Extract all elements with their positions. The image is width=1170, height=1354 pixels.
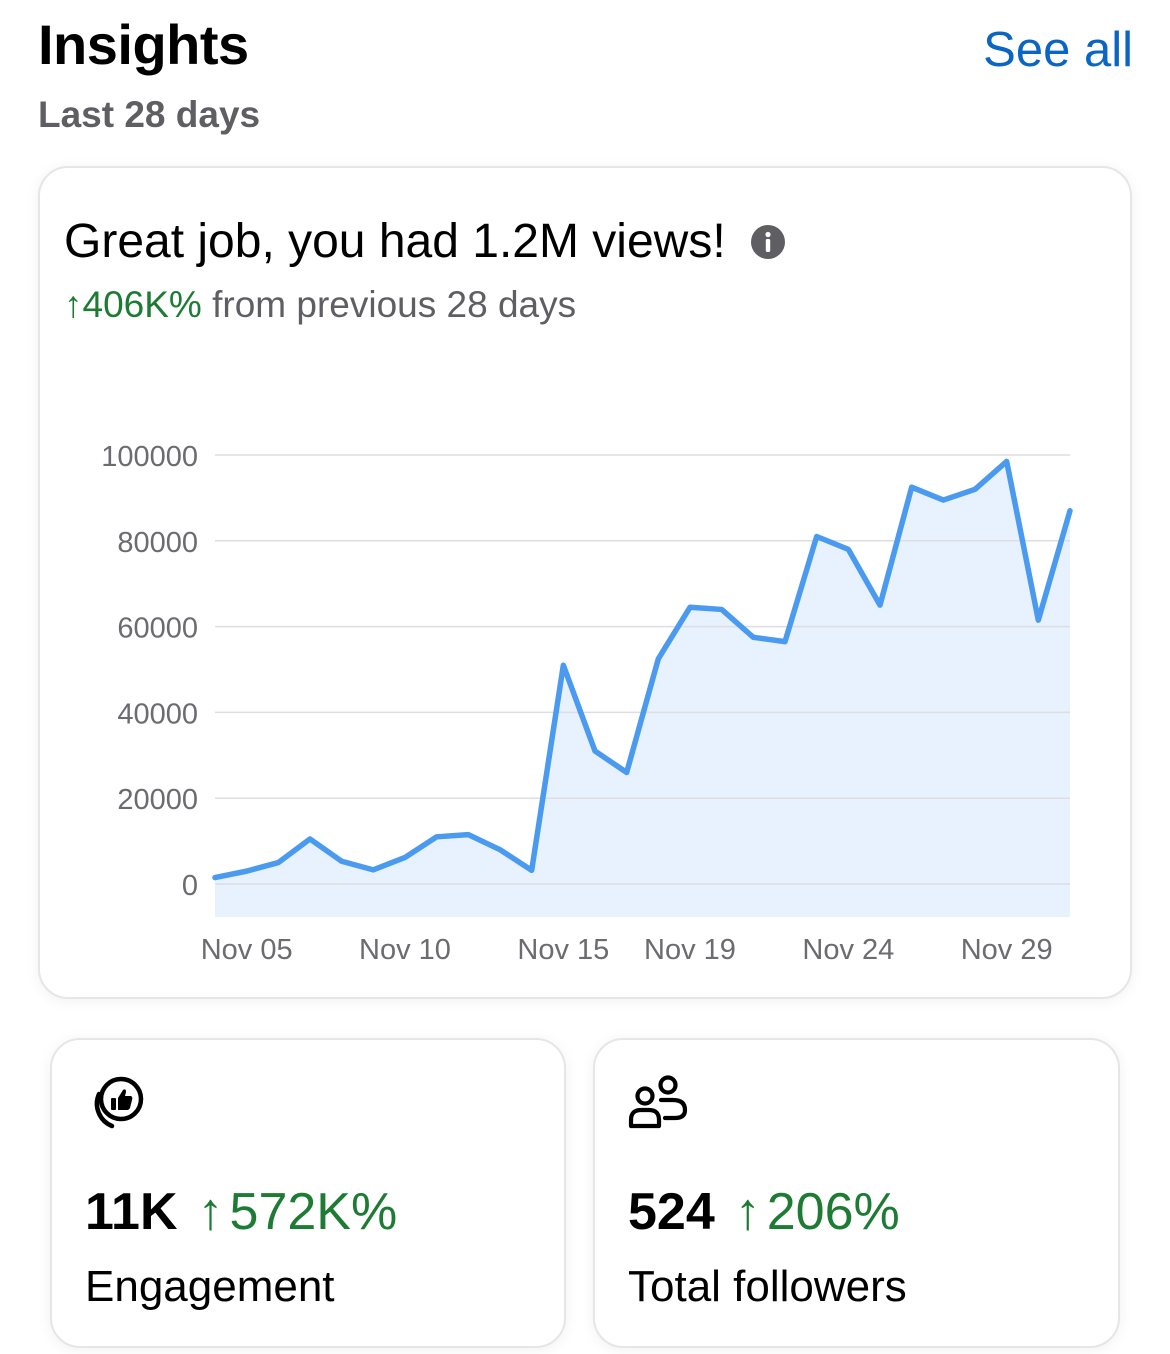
up-arrow-icon: ↑ <box>197 1183 224 1241</box>
data-point <box>751 635 756 640</box>
views-delta-suffix: from previous 28 days <box>201 284 577 325</box>
engagement-label: Engagement <box>85 1262 335 1311</box>
y-tick-label: 80000 <box>117 527 198 559</box>
data-point <box>624 770 629 775</box>
data-point <box>244 868 249 874</box>
data-point <box>529 868 534 873</box>
data-point <box>719 607 724 612</box>
y-tick-label: 100000 <box>101 441 198 473</box>
data-point <box>402 855 408 860</box>
chart-area-fill <box>215 461 1070 917</box>
series-line <box>212 458 1073 881</box>
views-headline: Great job, you had 1.2M views! <box>64 214 786 269</box>
followers-value: 524 <box>628 1183 715 1241</box>
y-tick-label: 0 <box>182 870 198 902</box>
data-point <box>434 834 439 840</box>
followers-stat: 524 ↑ 206% <box>628 1182 900 1242</box>
followers-delta: ↑ 206% <box>735 1182 900 1242</box>
views-card[interactable]: Great job, you had 1.2M views! ↑406K% fr… <box>38 166 1132 999</box>
x-tick-label: Nov 10 <box>359 934 451 966</box>
data-point <box>909 484 914 490</box>
x-tick-label: Nov 05 <box>201 934 293 966</box>
x-tick-label: Nov 15 <box>517 934 609 966</box>
data-point <box>782 639 788 644</box>
up-arrow-icon: ↑ <box>734 1183 761 1241</box>
followers-people-icon <box>628 1075 688 1129</box>
data-point <box>1036 617 1041 623</box>
data-point <box>497 847 503 852</box>
data-point <box>339 859 344 864</box>
engagement-value: 11K <box>85 1183 178 1241</box>
data-point <box>877 602 883 608</box>
followers-label: Total followers <box>628 1262 907 1311</box>
data-point <box>592 748 598 754</box>
y-tick-label: 20000 <box>117 784 198 816</box>
views-delta-value: 406K% <box>82 284 202 325</box>
engagement-card[interactable]: 11K ↑ 572K% Engagement <box>50 1038 566 1348</box>
engagement-like-icon <box>94 1076 144 1129</box>
x-tick-label: Nov 29 <box>961 934 1053 966</box>
data-point <box>212 875 218 880</box>
engagement-delta: ↑ 572K% <box>198 1182 398 1242</box>
page-title: Insights <box>38 13 249 76</box>
engagement-stat: 11K ↑ 572K% <box>85 1182 397 1242</box>
data-point <box>972 487 978 492</box>
x-tick-label: Nov 24 <box>802 934 894 966</box>
views-delta: ↑406K% from previous 28 days <box>64 284 576 326</box>
x-tick-label: Nov 19 <box>644 934 736 966</box>
data-point <box>371 867 376 873</box>
y-tick-label: 60000 <box>117 613 198 645</box>
data-point <box>466 832 471 837</box>
followers-card[interactable]: 524 ↑ 206% Total followers <box>593 1038 1120 1348</box>
up-arrow-icon: ↑ <box>64 284 83 325</box>
followers-delta-value: 206% <box>766 1183 900 1241</box>
data-point <box>561 663 566 668</box>
info-circle-icon[interactable] <box>750 224 786 260</box>
data-point <box>814 534 819 539</box>
y-tick-label: 40000 <box>117 698 198 730</box>
data-point <box>307 836 313 842</box>
see-all-link[interactable]: See all <box>983 23 1133 77</box>
data-point <box>1004 459 1009 464</box>
date-range-subtitle: Last 28 days <box>38 94 261 135</box>
data-point <box>276 860 281 865</box>
data-point <box>941 497 946 503</box>
data-point <box>656 656 661 661</box>
data-point <box>687 605 693 610</box>
data-point <box>846 547 851 552</box>
data-point <box>1067 508 1073 513</box>
views-headline-text: Great job, you had 1.2M views! <box>64 215 726 268</box>
engagement-delta-value: 572K% <box>229 1183 398 1241</box>
